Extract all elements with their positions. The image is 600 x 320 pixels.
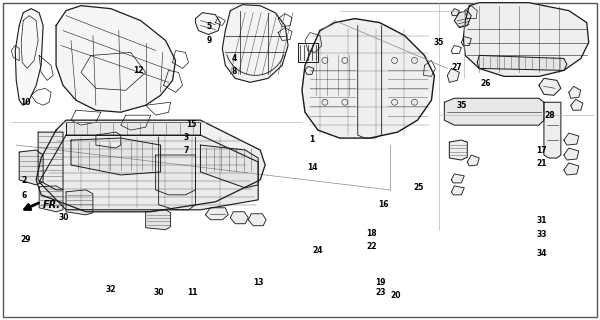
Polygon shape	[564, 148, 579, 160]
Polygon shape	[445, 98, 544, 125]
Polygon shape	[571, 99, 583, 110]
Text: 18: 18	[367, 229, 377, 238]
Text: 4: 4	[232, 53, 237, 62]
Text: 24: 24	[313, 246, 323, 255]
Text: 20: 20	[391, 291, 401, 300]
Text: 35: 35	[433, 38, 444, 47]
Text: 17: 17	[536, 146, 547, 155]
Text: 29: 29	[20, 235, 31, 244]
Polygon shape	[39, 186, 63, 212]
Text: 30: 30	[59, 213, 69, 222]
Text: 31: 31	[536, 216, 547, 225]
Text: 13: 13	[253, 278, 263, 287]
Polygon shape	[71, 138, 161, 175]
Text: 12: 12	[133, 66, 144, 75]
Polygon shape	[96, 132, 121, 148]
Text: 22: 22	[367, 242, 377, 251]
Polygon shape	[19, 150, 43, 185]
Polygon shape	[38, 132, 63, 190]
Polygon shape	[448, 68, 460, 82]
Text: 5: 5	[206, 22, 212, 31]
Polygon shape	[451, 9, 460, 16]
Text: 8: 8	[232, 67, 237, 76]
Text: 27: 27	[451, 63, 462, 72]
Text: 16: 16	[379, 200, 389, 209]
Polygon shape	[223, 5, 288, 82]
Polygon shape	[461, 36, 471, 45]
Text: 6: 6	[22, 190, 26, 200]
Polygon shape	[155, 155, 196, 195]
Polygon shape	[564, 133, 579, 145]
Text: 23: 23	[376, 288, 386, 297]
Polygon shape	[56, 6, 176, 112]
Text: 2: 2	[22, 176, 26, 185]
Text: 25: 25	[413, 183, 424, 192]
Polygon shape	[463, 3, 589, 76]
Polygon shape	[451, 174, 464, 183]
Polygon shape	[467, 155, 479, 166]
Polygon shape	[451, 186, 464, 195]
Text: 26: 26	[480, 79, 490, 88]
Text: 35: 35	[456, 101, 466, 110]
Text: 33: 33	[536, 230, 547, 239]
Text: 9: 9	[206, 36, 212, 45]
Text: 3: 3	[184, 133, 189, 142]
Text: 19: 19	[376, 278, 386, 287]
Polygon shape	[298, 43, 318, 62]
Text: 21: 21	[536, 159, 547, 168]
Polygon shape	[248, 214, 266, 226]
Polygon shape	[449, 140, 467, 160]
Polygon shape	[544, 102, 561, 158]
Polygon shape	[564, 163, 579, 175]
Polygon shape	[66, 190, 93, 215]
Polygon shape	[66, 122, 200, 135]
Text: 30: 30	[153, 288, 164, 297]
Polygon shape	[196, 13, 220, 35]
Text: 34: 34	[536, 250, 547, 259]
Polygon shape	[569, 86, 581, 98]
Polygon shape	[477, 55, 567, 70]
Text: FR.: FR.	[43, 200, 61, 210]
Polygon shape	[39, 135, 258, 210]
Text: 32: 32	[106, 284, 116, 293]
Text: 14: 14	[307, 164, 317, 172]
Polygon shape	[230, 212, 248, 224]
Text: 15: 15	[186, 120, 196, 130]
Polygon shape	[305, 67, 314, 74]
Text: 7: 7	[184, 146, 189, 155]
Polygon shape	[539, 78, 561, 95]
Polygon shape	[15, 9, 43, 105]
Polygon shape	[200, 145, 258, 188]
Text: 11: 11	[187, 288, 198, 297]
Polygon shape	[36, 120, 265, 212]
Polygon shape	[146, 210, 170, 230]
Polygon shape	[454, 11, 471, 28]
Text: 28: 28	[544, 111, 555, 120]
Polygon shape	[302, 19, 434, 138]
Polygon shape	[205, 208, 229, 220]
Text: 1: 1	[310, 135, 314, 144]
Text: 10: 10	[20, 98, 31, 107]
